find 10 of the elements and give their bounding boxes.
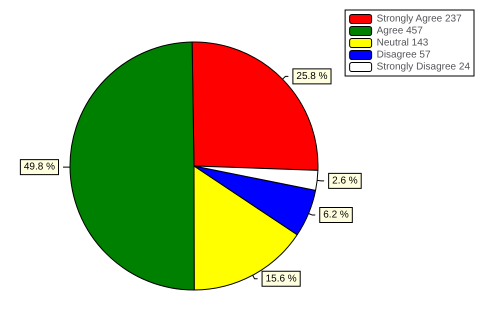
data-label: 15.6 %	[266, 273, 297, 284]
data-label: 49.8 %	[24, 162, 56, 173]
data-label: 6.2 %	[323, 210, 349, 221]
legend-label: Disagree 57	[376, 50, 431, 60]
data-label: 2.6 %	[332, 175, 358, 186]
data-label: 25.8 %	[296, 70, 328, 82]
legend-label: Strongly Disagree 24	[376, 62, 470, 72]
legend-label: Agree 457	[376, 26, 424, 36]
legend-label: Strongly Agree 237	[376, 14, 462, 24]
legend-label: Neutral 143	[376, 38, 429, 48]
